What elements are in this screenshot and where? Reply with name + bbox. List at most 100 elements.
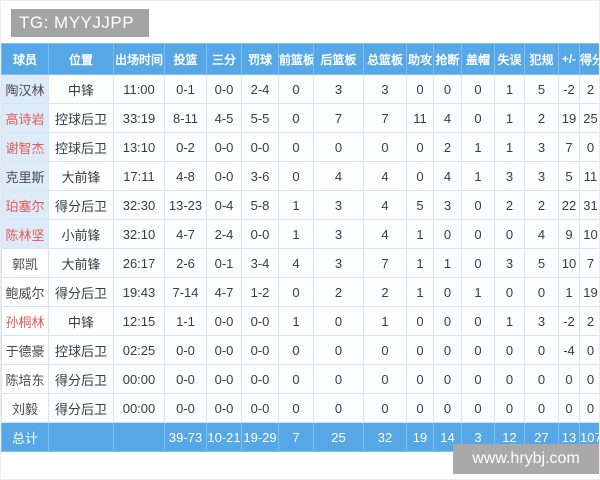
stat-cell: 1 <box>461 277 495 307</box>
stat-cell: 19 <box>558 103 580 133</box>
stat-cell: 0 <box>524 393 559 423</box>
stat-cell: 32:10 <box>113 219 165 249</box>
stat-cell: 3 <box>313 74 364 104</box>
stat-cell: 0 <box>406 364 434 394</box>
stat-cell: 5 <box>524 74 559 104</box>
stat-cell: 1-1 <box>164 306 207 336</box>
stat-cell: 0 <box>461 219 495 249</box>
player-name-cell: 于德豪 <box>1 335 49 365</box>
stat-cell: 12:15 <box>113 306 165 336</box>
stat-cell: 31 <box>579 190 599 220</box>
stat-cell: 1 <box>494 132 525 162</box>
stat-cell: 0 <box>278 335 314 365</box>
stat-cell: 3 <box>524 161 559 191</box>
total-stat-cell: 32 <box>363 422 407 452</box>
stat-cell: 0 <box>278 74 314 104</box>
table-footer: 总计 39-73 10-21 19-29 7 25 32 19 14 3 12 … <box>1 422 599 452</box>
table-row: 陶汉林 中锋 11:00 0-1 0-0 2-4 0 3 3 0 0 0 1 5 -2 2 <box>1 74 599 104</box>
stat-cell: 4 <box>363 190 407 220</box>
table-row: 刘毅 得分后卫 00:00 0-0 0-0 0-0 0 0 0 0 0 0 0 0 0 0 <box>1 393 599 423</box>
table-row: 高诗岩 控球后卫 33:19 8-11 4-5 5-5 0 7 7 11 4 0 1 2 19 25 <box>1 103 599 133</box>
stat-cell: 0 <box>406 335 434 365</box>
stat-cell: 0 <box>461 364 495 394</box>
stat-cell: 2 <box>524 190 559 220</box>
stat-cell: 0 <box>579 393 599 423</box>
table-row: 于德豪 控球后卫 02:25 0-0 0-0 0-0 0 0 0 0 0 0 0 0 -4 0 <box>1 335 599 365</box>
stat-cell: 11:00 <box>113 74 165 104</box>
stat-cell: 0-1 <box>164 74 207 104</box>
stat-cell: 22 <box>558 190 580 220</box>
stat-cell: 0 <box>278 277 314 307</box>
table-row: 克里斯 大前锋 17:11 4-8 0-0 3-6 0 4 4 0 4 1 3 3 5 11 <box>1 161 599 191</box>
stat-cell: 0-4 <box>206 190 242 220</box>
stat-cell: 0 <box>433 335 462 365</box>
stat-cell: 3 <box>494 248 525 278</box>
stat-cell: 3 <box>494 161 525 191</box>
stat-cell: 控球后卫 <box>48 335 114 365</box>
stat-cell: 1 <box>406 219 434 249</box>
stat-cell: 0 <box>363 364 407 394</box>
player-name-cell: 刘毅 <box>1 393 49 423</box>
stat-cell: 0 <box>433 219 462 249</box>
stat-cell: 0-0 <box>206 132 242 162</box>
stat-cell: 19 <box>579 277 599 307</box>
stat-cell: 0 <box>433 306 462 336</box>
stat-cell: 小前锋 <box>48 219 114 249</box>
table-row: 孙桐林 中锋 12:15 1-1 0-0 0-0 1 0 1 0 0 0 1 3 -2 2 <box>1 306 599 336</box>
stat-cell: 0 <box>461 335 495 365</box>
stat-cell: 0-2 <box>164 132 207 162</box>
stat-cell: 0 <box>461 248 495 278</box>
stat-cell: 0 <box>461 103 495 133</box>
stat-cell: 10 <box>558 248 580 278</box>
stat-cell: -2 <box>558 306 580 336</box>
stat-cell: 00:00 <box>113 393 165 423</box>
stat-cell: 1 <box>494 103 525 133</box>
stat-cell: 0 <box>406 306 434 336</box>
stat-cell: 0 <box>579 132 599 162</box>
stat-cell: 2 <box>579 306 599 336</box>
stat-cell: 17:11 <box>113 161 165 191</box>
total-stat-cell: 19 <box>406 422 434 452</box>
col-header-ast: 助攻 <box>406 43 434 75</box>
stat-cell: 8-11 <box>164 103 207 133</box>
stat-cell: 0 <box>494 219 525 249</box>
col-header-minutes: 出场时间 <box>113 43 165 75</box>
player-name-cell: 陈培东 <box>1 364 49 394</box>
stat-cell: 3 <box>313 190 364 220</box>
stat-cell: 4 <box>313 161 364 191</box>
col-header-ft: 罚球 <box>241 43 279 75</box>
stat-cell: 7 <box>363 248 407 278</box>
stat-cell: 1 <box>461 161 495 191</box>
stat-cell: -4 <box>558 335 580 365</box>
stat-cell: 2 <box>433 132 462 162</box>
stat-cell: 5-5 <box>241 103 279 133</box>
stat-cell: 0 <box>406 161 434 191</box>
col-header-pf: 犯规 <box>524 43 559 75</box>
stat-cell: 0-0 <box>241 393 279 423</box>
stat-cell: 2 <box>313 277 364 307</box>
col-header-blk: 盖帽 <box>461 43 495 75</box>
stat-cell: 0 <box>579 335 599 365</box>
stat-cell: 0 <box>461 190 495 220</box>
stat-cell: 25 <box>579 103 599 133</box>
stat-cell: 2 <box>363 277 407 307</box>
stat-cell: 5 <box>406 190 434 220</box>
stat-cell: 0-0 <box>206 306 242 336</box>
stat-cell: 0 <box>278 103 314 133</box>
stat-cell: 0-0 <box>164 393 207 423</box>
player-name-cell: 鲍威尔 <box>1 277 49 307</box>
stat-cell: 4 <box>363 219 407 249</box>
stat-cell: 0 <box>433 74 462 104</box>
stat-cell: 4 <box>278 248 314 278</box>
player-name-cell: 郭凯 <box>1 248 49 278</box>
stat-cell: 7-14 <box>164 277 207 307</box>
stat-cell: 33:19 <box>113 103 165 133</box>
stat-cell: 0 <box>433 393 462 423</box>
stat-cell: 0-0 <box>206 335 242 365</box>
stat-cell: 0 <box>313 132 364 162</box>
stat-cell: 3 <box>313 219 364 249</box>
stat-cell: 2-4 <box>206 219 242 249</box>
stat-cell: 0 <box>406 74 434 104</box>
col-header-pts: 得分 <box>579 43 599 75</box>
stat-cell: -2 <box>558 74 580 104</box>
